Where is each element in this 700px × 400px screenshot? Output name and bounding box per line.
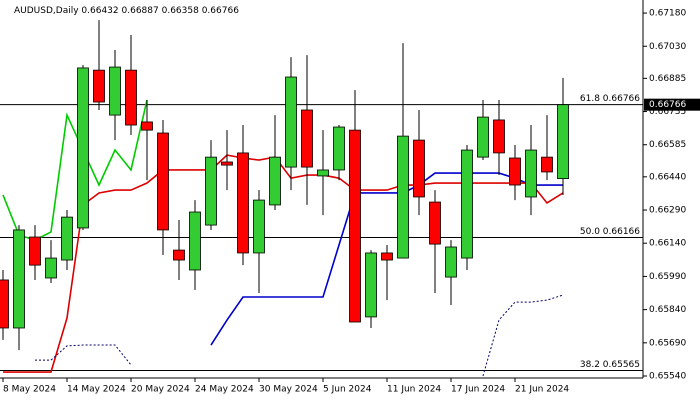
candle-body bbox=[141, 121, 153, 131]
x-tick-label: 11 Jun 2024 bbox=[387, 385, 441, 395]
y-tick-label: 0.65840 bbox=[649, 305, 686, 315]
x-tick-label: 24 May 2024 bbox=[195, 385, 254, 395]
y-tick-label: 0.66440 bbox=[649, 172, 686, 182]
y-tick-label: 0.67180 bbox=[649, 9, 686, 19]
candle-body bbox=[445, 246, 457, 278]
x-tick-label: 21 Jun 2024 bbox=[515, 385, 569, 395]
chart-title: AUDUSD,Daily 0.66432 0.66887 0.66358 0.6… bbox=[14, 6, 239, 16]
candle-body bbox=[109, 66, 121, 116]
title-high: 0.66887 bbox=[122, 6, 159, 16]
candle-body bbox=[125, 69, 137, 126]
y-tick-label: 0.66290 bbox=[649, 206, 686, 216]
y-tick-label: 0.65540 bbox=[649, 372, 686, 382]
level-label: 50.0 0.66166 bbox=[580, 227, 640, 237]
x-tick-label: 20 May 2024 bbox=[131, 385, 190, 395]
y-tick-label: 0.66140 bbox=[649, 239, 686, 249]
indicator-line bbox=[210, 172, 563, 346]
candle-body bbox=[77, 67, 89, 229]
candle-body bbox=[509, 157, 521, 186]
price-box bbox=[644, 98, 700, 111]
candle-body bbox=[381, 252, 393, 261]
y-tick-label: 0.65690 bbox=[649, 338, 686, 348]
candle-body bbox=[189, 211, 201, 271]
candle-body bbox=[29, 236, 41, 266]
candle-body bbox=[333, 126, 345, 171]
candle-body bbox=[397, 135, 409, 259]
candle-body bbox=[541, 156, 553, 173]
candle-body bbox=[269, 156, 281, 206]
candle-body bbox=[493, 119, 505, 154]
candle-body bbox=[45, 257, 57, 279]
candle-body bbox=[349, 129, 361, 323]
candle-body bbox=[557, 104, 569, 179]
level-label: 38.2 0.65565 bbox=[580, 360, 640, 370]
y-tick-label: 0.66585 bbox=[649, 140, 686, 150]
indicator-line bbox=[482, 294, 564, 377]
candle-body bbox=[157, 132, 169, 231]
x-tick-label: 5 Jun 2024 bbox=[323, 385, 372, 395]
x-tick-label: 17 Jun 2024 bbox=[451, 385, 505, 395]
symbol: AUDUSD,Daily bbox=[14, 6, 79, 16]
candle-body bbox=[285, 76, 297, 168]
y-tick-label: 0.65990 bbox=[649, 272, 686, 282]
x-tick-label: 14 May 2024 bbox=[67, 385, 126, 395]
candle-body bbox=[173, 249, 185, 261]
candle-body bbox=[365, 252, 377, 318]
candle-body bbox=[253, 199, 265, 254]
level-label: 61.8 0.66766 bbox=[580, 94, 640, 104]
y-tick-label: 0.67030 bbox=[649, 42, 686, 52]
candle-body bbox=[461, 149, 473, 259]
indicator-line bbox=[2, 99, 148, 241]
candle-body bbox=[221, 161, 233, 166]
y-tick-label: 0.66735 bbox=[649, 107, 686, 117]
x-tick-label: 8 May 2024 bbox=[3, 385, 56, 395]
candle-body bbox=[61, 216, 73, 261]
candle-body bbox=[429, 201, 441, 245]
candle-body bbox=[205, 156, 217, 226]
indicator-line bbox=[35, 344, 132, 366]
candle-body bbox=[301, 109, 313, 168]
candle-body bbox=[317, 169, 329, 177]
candle-body bbox=[477, 116, 489, 158]
candle-body bbox=[93, 69, 105, 103]
title-close: 0.66766 bbox=[202, 6, 239, 16]
y-tick-label: 0.66885 bbox=[649, 74, 686, 84]
candle-body bbox=[237, 152, 249, 254]
candle-body bbox=[413, 139, 425, 198]
price-box-label: 0.66766 bbox=[649, 100, 686, 110]
candle-body bbox=[0, 279, 9, 329]
candle-body bbox=[13, 229, 25, 329]
title-open: 0.66432 bbox=[81, 6, 118, 16]
title-low: 0.66358 bbox=[162, 6, 199, 16]
x-tick-label: 30 May 2024 bbox=[259, 385, 318, 395]
candle-body bbox=[525, 149, 537, 198]
